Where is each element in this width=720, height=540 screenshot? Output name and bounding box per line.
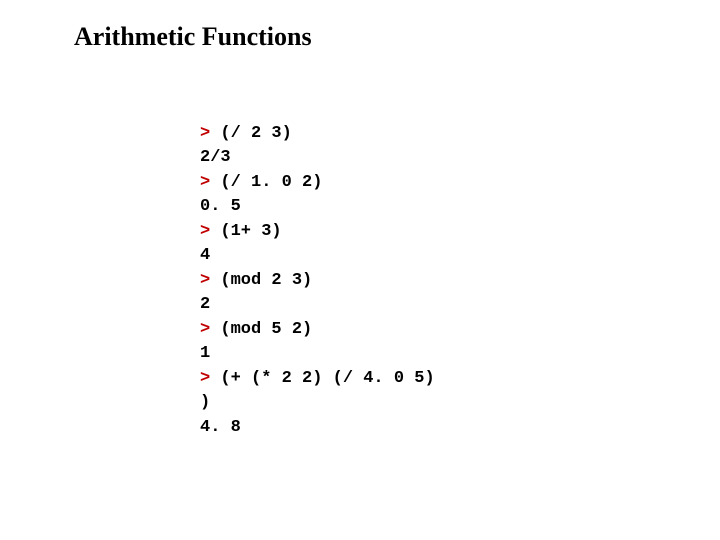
code-line: > (+ (* 2 2) (/ 4. 0 5) (200, 367, 435, 391)
prompt: > (200, 271, 220, 290)
code-body: 1 (200, 344, 210, 363)
code-line: 1 (200, 342, 435, 366)
code-body: (/ 1. 0 2) (220, 173, 322, 192)
slide-title: Arithmetic Functions (74, 22, 312, 52)
code-line: > (mod 5 2) (200, 318, 435, 342)
code-line: 2 (200, 293, 435, 317)
code-body: (mod 5 2) (220, 320, 312, 339)
code-body: 2/3 (200, 148, 231, 167)
code-body: ) (200, 393, 210, 412)
prompt: > (200, 222, 220, 241)
code-body: (1+ 3) (220, 222, 281, 241)
code-body: (mod 2 3) (220, 271, 312, 290)
code-line: 4 (200, 244, 435, 268)
code-line: ) (200, 391, 435, 415)
code-body: 0. 5 (200, 197, 241, 216)
code-line: > (/ 1. 0 2) (200, 171, 435, 195)
code-block: > (/ 2 3) 2/3 > (/ 1. 0 2) 0. 5 > (1+ 3)… (200, 122, 435, 440)
code-body: (/ 2 3) (220, 124, 291, 143)
code-body: 4 (200, 246, 210, 265)
code-line: > (mod 2 3) (200, 269, 435, 293)
prompt: > (200, 369, 220, 388)
code-body: 4. 8 (200, 418, 241, 437)
code-line: 4. 8 (200, 416, 435, 440)
prompt: > (200, 173, 220, 192)
code-line: > (/ 2 3) (200, 122, 435, 146)
prompt: > (200, 124, 220, 143)
prompt: > (200, 320, 220, 339)
code-body: (+ (* 2 2) (/ 4. 0 5) (220, 369, 434, 388)
code-line: > (1+ 3) (200, 220, 435, 244)
code-line: 2/3 (200, 146, 435, 170)
code-body: 2 (200, 295, 210, 314)
code-line: 0. 5 (200, 195, 435, 219)
